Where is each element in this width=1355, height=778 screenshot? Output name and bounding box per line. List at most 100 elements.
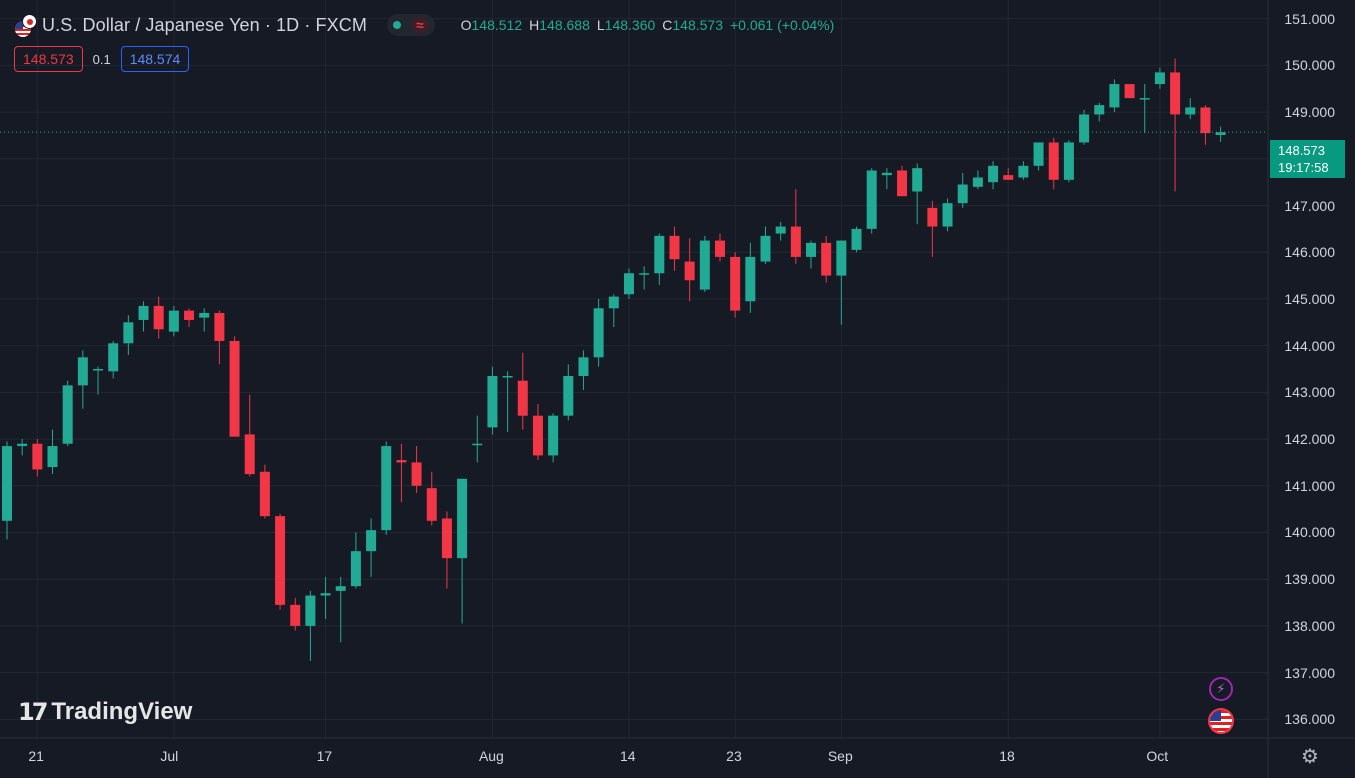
candle [1048, 137, 1059, 190]
data-delay-icon[interactable]: ≈ [410, 17, 429, 33]
candle-body [790, 226, 801, 257]
candle-body [714, 240, 725, 257]
candle-body [593, 308, 604, 358]
candle-body [366, 530, 377, 552]
candle-body [1170, 72, 1181, 115]
candle [411, 446, 422, 493]
candle [1109, 79, 1120, 113]
candle [457, 478, 468, 624]
price-tick-label: 136.000 [1284, 711, 1335, 728]
tradingview-logo[interactable]: 17 TradingView [18, 698, 192, 726]
candle-body [47, 446, 58, 468]
gear-icon[interactable]: ⚙ [1301, 746, 1319, 768]
open-label: O [460, 17, 472, 33]
candle-body [168, 310, 179, 332]
candle [472, 415, 483, 463]
candle [912, 163, 923, 225]
candle-body [1048, 142, 1059, 180]
candle-body [411, 462, 422, 486]
candle [745, 242, 756, 313]
price-tick-label: 143.000 [1284, 384, 1335, 401]
candle [396, 443, 407, 503]
symbol-title[interactable]: U.S. Dollar / Japanese Yen · 1D · FXCM [42, 14, 367, 35]
candle-body [1215, 132, 1226, 135]
candle-body [866, 170, 877, 229]
candle-body [578, 357, 589, 377]
candle-body [305, 595, 316, 626]
candle-body [290, 604, 301, 626]
price-tick-label: 137.000 [1284, 664, 1335, 681]
candle-body [669, 235, 680, 260]
candle [1018, 161, 1029, 180]
candle [259, 464, 270, 519]
candle-body [988, 165, 999, 183]
candle-body [821, 242, 832, 276]
candle-body [1185, 107, 1196, 115]
sell-button[interactable]: 148.573 [14, 46, 83, 72]
candle-body [184, 310, 195, 320]
candle-body [1200, 107, 1211, 134]
candle [275, 513, 286, 610]
candle [563, 364, 574, 421]
bar-countdown: 19:17:58 [1278, 160, 1329, 175]
candle [988, 161, 999, 190]
candle [1124, 84, 1135, 99]
candle [517, 352, 528, 430]
price-tick-label: 145.000 [1284, 290, 1335, 307]
candle-body [684, 261, 695, 281]
candle-body [1154, 72, 1165, 85]
candle-body [881, 172, 892, 176]
candle [426, 471, 437, 526]
candle-body [350, 551, 361, 587]
price-tick-label: 139.000 [1284, 571, 1335, 588]
candle-body [1139, 98, 1150, 100]
candle-body [77, 357, 88, 386]
high-label: H [529, 17, 540, 33]
candle [821, 235, 832, 283]
candle [229, 336, 240, 437]
candle [669, 226, 680, 271]
tradingview-logo-text: TradingView [51, 698, 193, 725]
candle-body [1124, 84, 1135, 99]
candle [1139, 84, 1150, 134]
candle-body [760, 235, 771, 262]
candle [199, 308, 210, 332]
candle [335, 576, 346, 643]
us-flag-icon[interactable] [1208, 708, 1234, 734]
candle-body [32, 443, 43, 470]
lightning-icon[interactable]: ⚡ [1209, 677, 1233, 701]
candle-body [608, 296, 619, 309]
candle [2, 441, 12, 540]
candle-body [957, 184, 968, 204]
chart-header: U.S. Dollar / Japanese Yen · 1D · FXCM ≈… [14, 12, 834, 38]
candle-body [1079, 114, 1090, 143]
candle-body [457, 478, 468, 559]
candle [639, 266, 650, 290]
usd-jpy-flag-icon [14, 14, 37, 38]
candles [2, 58, 1226, 661]
time-tick-label: 17 [316, 748, 333, 764]
candle [897, 165, 908, 197]
candle-body [1094, 105, 1105, 115]
candle [608, 294, 619, 327]
price-tick-label: 138.000 [1284, 617, 1335, 634]
candle [532, 404, 543, 461]
candle-body [199, 312, 210, 318]
market-status[interactable]: ≈ [386, 14, 435, 36]
buy-button[interactable]: 148.574 [120, 46, 190, 72]
candle [790, 189, 801, 264]
candle-body [62, 385, 73, 444]
candle-body [912, 168, 923, 192]
candle [1200, 105, 1211, 145]
candle [881, 168, 892, 190]
candle [1094, 102, 1105, 122]
candle [320, 576, 331, 619]
candle [1079, 109, 1090, 145]
candle-body [93, 369, 104, 371]
candle [381, 441, 392, 535]
current-price: 148.573 [1278, 143, 1325, 158]
candle-body [396, 460, 407, 463]
candle [942, 198, 953, 232]
candle-body [441, 518, 452, 559]
